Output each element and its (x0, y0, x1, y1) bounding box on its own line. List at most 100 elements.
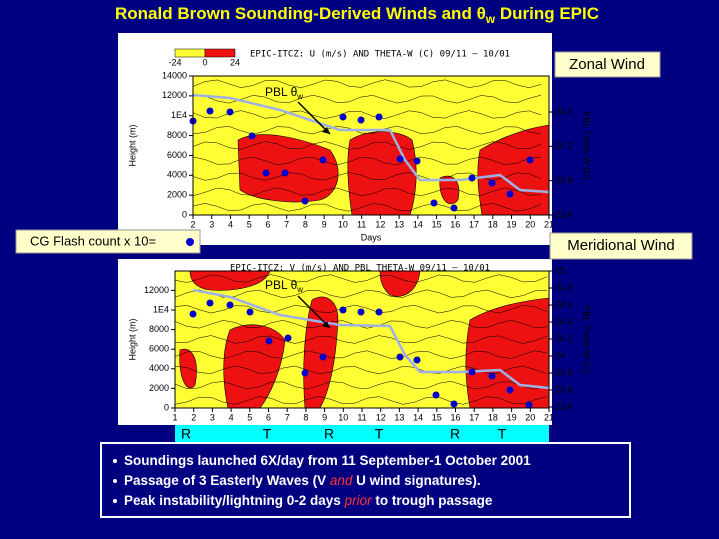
flash-dot (432, 391, 440, 399)
flash-dot (375, 113, 383, 121)
annotation: PBL θw (265, 278, 303, 294)
title-rest: During EPIC (495, 4, 599, 23)
legend-box (15, 229, 201, 254)
bullet-emphasis: prior (344, 493, 373, 508)
flash-dot (284, 334, 292, 342)
panel-header: EPIC-ITCZ: V (m/s) AND PBL THETA-W 09/11… (230, 264, 490, 274)
flash-dot (468, 368, 476, 376)
x-tick-label: 11 (357, 412, 366, 422)
x-tick-label: 13 (394, 219, 404, 229)
x-tick-label: 10 (338, 219, 348, 229)
contour-line (174, 396, 548, 405)
annotation-text: PBL θ (265, 278, 298, 292)
flash-dot (246, 308, 254, 316)
x-tick-label: 20 (525, 412, 535, 422)
plot-frame (192, 75, 550, 216)
pbl-line (192, 93, 550, 194)
flash-dot (281, 169, 289, 177)
x-tick-label: 12 (375, 219, 385, 229)
phase-label: T (498, 426, 507, 442)
annotation-arrow (297, 101, 331, 135)
x-axis-title: Days (361, 232, 382, 242)
y-tick-label: 12000 (162, 90, 187, 100)
slide-title: Ronald Brown Sounding-Derived Winds and … (115, 4, 599, 26)
pbl-line (192, 288, 550, 390)
y-tick-label: 4000 (149, 363, 169, 373)
right-tick-label: 23.4 (555, 209, 573, 219)
x-tick-label: 10 (338, 412, 348, 422)
contour-red (379, 270, 421, 297)
y-tick-label: 1E4 (153, 304, 169, 314)
x-tick-label: 8 (303, 412, 308, 422)
y-tick-label: 8000 (167, 130, 187, 140)
flash-dot (301, 369, 309, 377)
arrow-head (322, 321, 330, 328)
phase-label: R (324, 426, 334, 442)
contour-line (192, 156, 542, 166)
x-tick-label: 18 (488, 412, 498, 422)
y-axis-title: Height (m) (127, 124, 137, 166)
zonal-label: Zonal Wind (569, 56, 645, 73)
flash-dot (206, 299, 214, 307)
x-tick-label: 2 (190, 219, 195, 229)
right-tick-label: 23.6 (555, 384, 573, 394)
contour-line (192, 125, 542, 135)
bullet-part: U wind signatures). (352, 473, 480, 488)
flash-dot (375, 308, 383, 316)
contour-red (179, 348, 197, 389)
bullet-text: Passage of 3 Easterly Waves (V and U win… (124, 473, 481, 488)
zonal-label-box (554, 51, 661, 78)
right-tick-label: 24.8 (555, 282, 573, 292)
contour-line (174, 380, 548, 390)
bullet-dot (113, 459, 117, 463)
y-tick-label: 12000 (144, 285, 169, 295)
colorbar-yellow (174, 48, 206, 58)
contour-red (223, 324, 286, 409)
flash-dot (468, 174, 476, 182)
colorbar-label: 24 (230, 57, 240, 67)
phase-label: T (375, 426, 384, 442)
colorbar-label: -24 (168, 57, 181, 67)
meridional-label: Meridional Wind (567, 237, 675, 254)
bullet-text: Peak instability/lightning 0-2 days prio… (124, 493, 493, 508)
x-tick-label: 4 (229, 412, 234, 422)
contour-red (189, 270, 271, 291)
annotation: PBL θw (265, 85, 303, 101)
x-tick-label: 7 (285, 412, 290, 422)
legend-dot (186, 238, 194, 246)
x-tick-label: 18 (488, 219, 498, 229)
phase-label: T (263, 426, 272, 442)
arrow-head (322, 127, 330, 134)
contour-line (192, 203, 542, 212)
contour-red (303, 296, 339, 409)
y-tick-label: 8000 (149, 324, 169, 334)
flash-dot (525, 401, 533, 409)
x-tick-label: 14 (413, 219, 423, 229)
y-axis-title: Height (m) (127, 318, 137, 360)
colorbar-red (204, 48, 236, 58)
flash-dot (339, 306, 347, 314)
y-tick-label: 2000 (149, 383, 169, 393)
x-tick-label: 19 (507, 219, 517, 229)
annotation-sub: w (296, 92, 303, 101)
x-tick-label: 21 (544, 219, 554, 229)
x-tick-label: 11 (357, 219, 366, 229)
bullet-part: Passage of 3 Easterly Waves (V (124, 473, 330, 488)
x-tick-label: 9 (322, 219, 327, 229)
flash-dot (506, 386, 514, 394)
flash-dot (396, 353, 404, 361)
flash-dot (450, 204, 458, 212)
y-tick-label: 6000 (149, 344, 169, 354)
x-tick-label: 8 (303, 219, 308, 229)
right-tick-label: 24 (555, 350, 565, 360)
flash-dot (357, 116, 365, 124)
x-tick-label: 4 (228, 219, 233, 229)
x-tick-label: 16 (450, 219, 460, 229)
x-tick-label: 15 (432, 412, 442, 422)
x-tick-label: 20 (525, 219, 535, 229)
x-tick-label: 13 (394, 412, 404, 422)
x-tick-label: 12 (376, 412, 386, 422)
x-tick-label: 1 (172, 412, 177, 422)
right-tick-label: 23.8 (555, 175, 573, 185)
